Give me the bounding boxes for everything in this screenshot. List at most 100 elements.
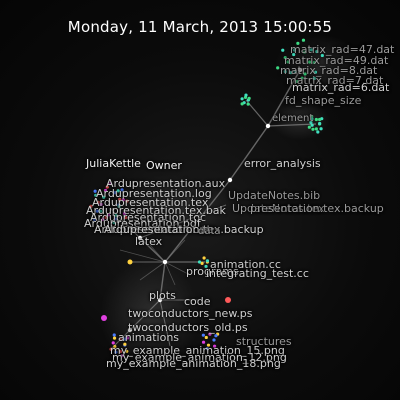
directory-node xyxy=(297,67,303,73)
cluster-node xyxy=(92,217,97,221)
cluster-node xyxy=(126,336,130,340)
cluster-node xyxy=(206,343,211,347)
file-label-matrix-top: matrix_rad=47.dat xyxy=(290,43,395,56)
cluster-node xyxy=(244,93,248,97)
cluster-node xyxy=(312,76,316,81)
cluster-node xyxy=(123,337,127,341)
cluster-node xyxy=(212,338,216,342)
user-label-julia-kettle: JuliaKettle xyxy=(86,157,141,170)
tree-edge xyxy=(119,249,166,263)
tree-edge xyxy=(159,299,171,347)
cluster-node xyxy=(303,72,307,76)
cluster-node xyxy=(117,204,121,208)
cluster-node xyxy=(114,213,118,217)
cluster-node xyxy=(113,191,117,195)
cluster-node xyxy=(313,70,318,74)
tree-edge xyxy=(139,237,166,263)
dir-label-structures: structures xyxy=(236,335,292,348)
cluster-node xyxy=(310,117,314,121)
cluster-node xyxy=(112,220,116,225)
cluster-node xyxy=(112,336,117,340)
cluster-node xyxy=(240,97,244,101)
file-label-matrix-5: matrix_rad=6.dat xyxy=(292,81,390,94)
glow-cloud xyxy=(110,175,230,235)
directory-node xyxy=(137,235,143,241)
user-avatar xyxy=(225,297,231,303)
cluster-node xyxy=(113,344,117,349)
file-label-latex-6: Ardupresentation.pdf xyxy=(84,217,201,230)
cluster-node xyxy=(281,48,285,52)
cluster-node xyxy=(124,215,128,220)
cluster-node xyxy=(292,48,297,52)
cluster-node xyxy=(316,130,320,134)
cluster-node xyxy=(310,123,314,127)
file-label-my-example-3: my_example_animation_18.png xyxy=(106,357,281,370)
cluster-node xyxy=(99,209,103,213)
cluster-node xyxy=(288,70,293,75)
tree-edge xyxy=(139,261,166,281)
cluster-node xyxy=(308,60,312,64)
cluster-node xyxy=(310,114,314,119)
cluster-node xyxy=(246,102,250,106)
cluster-node xyxy=(295,79,299,84)
cluster-node xyxy=(96,200,100,204)
cluster-node xyxy=(121,198,125,202)
dir-label-code: code xyxy=(184,295,211,308)
file-label-my-example-1: my_example_animation_15.png xyxy=(110,344,285,357)
file-label-two-conductors-new: twoconductors_new.ps xyxy=(128,307,253,320)
file-label-matrix-2: matrix_rad=49.dat xyxy=(284,54,389,67)
directory-node xyxy=(227,177,233,183)
cluster-node xyxy=(311,127,315,131)
cluster-node xyxy=(201,340,206,344)
dir-label-animations: animations xyxy=(118,331,180,344)
file-label-tex-backup: presentation.tex.backup xyxy=(250,202,384,215)
file-label-latex-8: Ardupresentation.tex.backup xyxy=(104,223,264,236)
file-label-notes-tex: UpdateNotes.tex xyxy=(232,202,325,215)
directory-node xyxy=(157,297,163,303)
cluster-node xyxy=(205,347,209,351)
cluster-node xyxy=(105,185,109,189)
tree-edge xyxy=(139,204,227,239)
cluster-node xyxy=(302,50,307,54)
tree-edge xyxy=(164,239,186,263)
cluster-node xyxy=(114,350,118,354)
file-label-latex-2: Ardupresentation.log xyxy=(96,187,212,200)
cluster-node xyxy=(197,260,202,264)
tree-edge xyxy=(149,244,166,263)
cluster-node xyxy=(204,264,208,269)
cluster-node xyxy=(102,195,106,199)
cluster-node xyxy=(208,332,212,336)
user-avatar xyxy=(127,259,133,265)
cluster-node xyxy=(89,204,93,208)
file-label-latex-4: Ardupresentation.tex.bak xyxy=(86,204,226,217)
tree-edge xyxy=(267,123,317,127)
cluster-node xyxy=(200,261,204,266)
file-label-matrix-3: matrix_rad=8.dat xyxy=(280,64,378,77)
cluster-node xyxy=(116,189,120,193)
cluster-node xyxy=(318,121,322,126)
cluster-node xyxy=(111,341,115,345)
tree-edge xyxy=(129,299,161,331)
user-label-owner: Owner xyxy=(146,159,182,172)
file-label-matrix-4: matrix_rad=7.dat xyxy=(286,74,384,87)
cluster-node xyxy=(319,127,323,131)
tree-edge xyxy=(164,261,191,276)
cluster-node xyxy=(286,60,290,64)
cluster-node xyxy=(320,53,324,58)
cluster-node xyxy=(301,38,306,42)
cluster-node xyxy=(125,199,129,203)
dir-label-element: element xyxy=(272,113,314,124)
cluster-node xyxy=(118,197,122,202)
glow-cloud xyxy=(270,100,330,140)
cluster-node xyxy=(247,96,251,100)
cluster-node xyxy=(201,333,205,337)
cluster-node xyxy=(123,342,127,346)
dir-label-latex: latex xyxy=(135,235,163,248)
cluster-node xyxy=(123,211,127,216)
dir-label-fd-shape-size: fd_shape_size xyxy=(285,94,362,107)
cluster-node xyxy=(108,182,112,186)
file-label-integrating-test: integrating_test.cc xyxy=(206,267,309,280)
cluster-node xyxy=(307,125,311,129)
